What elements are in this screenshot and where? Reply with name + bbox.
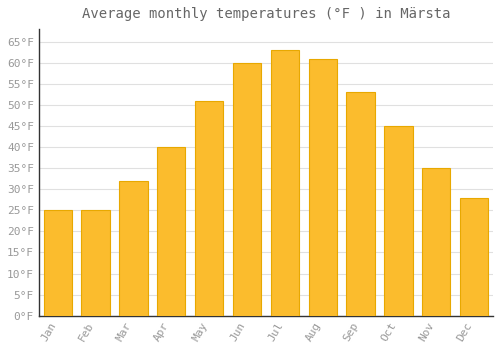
Bar	[422, 168, 450, 316]
Bar	[384, 126, 412, 316]
Bar	[44, 210, 72, 316]
Bar	[195, 101, 224, 316]
Bar	[233, 63, 261, 316]
Bar	[308, 58, 337, 316]
Bar	[157, 147, 186, 316]
Bar	[460, 198, 488, 316]
Title: Average monthly temperatures (°F ) in Märsta: Average monthly temperatures (°F ) in Mä…	[82, 7, 450, 21]
Bar	[270, 50, 299, 316]
Bar	[119, 181, 148, 316]
Bar	[346, 92, 375, 316]
Bar	[82, 210, 110, 316]
